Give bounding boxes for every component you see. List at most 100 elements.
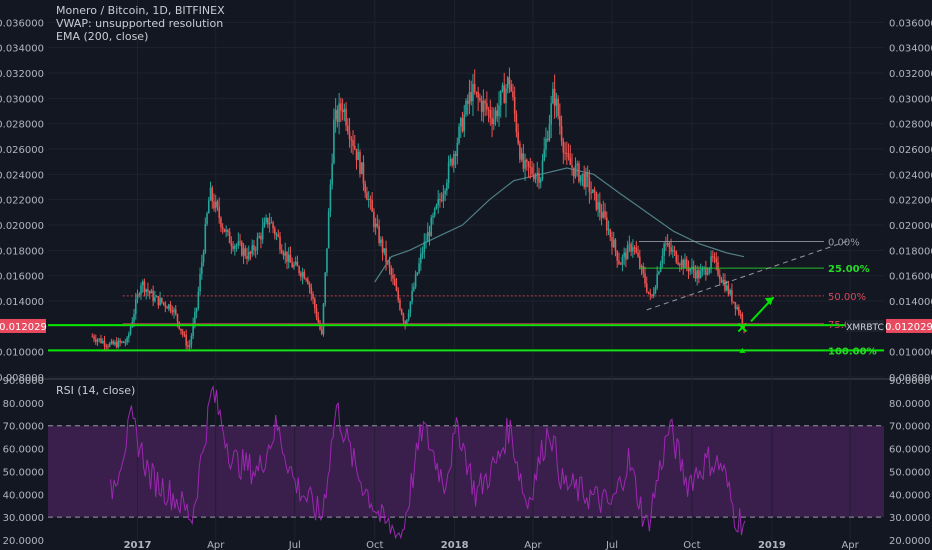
candle-body [715, 258, 718, 262]
candle-body [498, 105, 500, 117]
candle-body [101, 341, 104, 343]
candle-body [159, 297, 161, 306]
candle-body [698, 270, 700, 279]
rsi-band [48, 425, 884, 518]
candle-body [400, 309, 403, 315]
candle-body [404, 320, 406, 326]
candle-body [501, 85, 504, 91]
candle-body [524, 159, 526, 169]
candle-body [663, 243, 665, 256]
rsi-tick-label-right: 20.0000 [889, 536, 930, 547]
candle-body [329, 184, 332, 212]
candle-body [446, 182, 448, 191]
candle-body [566, 152, 568, 154]
candle-body [388, 261, 391, 268]
candle-body [209, 187, 212, 201]
candle-body [282, 253, 285, 256]
candle-body [96, 339, 99, 342]
candle-body [253, 245, 255, 251]
y-tick-label-left: 0.036000 [0, 18, 44, 29]
ema-200-line [374, 167, 745, 283]
ema-line [374, 167, 745, 283]
candle-body [188, 344, 191, 347]
candle-body [470, 91, 473, 102]
candle-body [333, 119, 335, 164]
candle-body [313, 298, 316, 309]
candle-body [680, 259, 683, 266]
candle-body [675, 251, 678, 263]
candle-body [305, 278, 307, 280]
candle-body [201, 262, 203, 274]
candle-body [522, 153, 525, 169]
vwap-label[interactable]: VWAP: unsupported resolution [56, 17, 224, 30]
candle-body [642, 266, 645, 274]
candle-body [287, 254, 290, 262]
candle-body [143, 281, 146, 293]
candle-body [162, 302, 165, 304]
candle-body [632, 247, 634, 252]
candle-body [234, 245, 236, 249]
rsi-tick-label-left: 20.0000 [3, 536, 44, 547]
candle-body [136, 294, 139, 300]
candle-body [738, 307, 740, 315]
candle-body [621, 256, 624, 265]
candle-body [534, 175, 537, 180]
candle-body [286, 251, 288, 262]
candle-body [350, 139, 353, 141]
candle-body [421, 252, 424, 254]
fib-level-label: 50.00% [828, 292, 866, 303]
candle-body [612, 239, 615, 248]
candle-body [150, 290, 153, 294]
candle-body [362, 162, 365, 184]
candle-body [244, 248, 247, 256]
candle-body [541, 160, 544, 179]
candle-body [393, 278, 396, 286]
candle-body [103, 341, 106, 347]
candle-body [678, 264, 681, 266]
candle-body [595, 191, 598, 210]
last-price-left: 0.012029 [0, 322, 47, 333]
price-candles [91, 67, 745, 352]
candle-body [134, 299, 137, 315]
ema-label[interactable]: EMA (200, close) [56, 30, 149, 43]
candle-body [491, 117, 493, 125]
rsi-tick-label-right: 70.0000 [889, 422, 930, 433]
candle-body [218, 207, 220, 218]
candle-body [597, 202, 599, 210]
candle-body [475, 91, 478, 93]
candle-body [593, 189, 596, 192]
candle-body [665, 243, 667, 245]
candle-body [294, 261, 297, 265]
candle-body [117, 340, 120, 348]
rsi-label[interactable]: RSI (14, close) [56, 384, 136, 397]
candle-body [586, 172, 589, 178]
candle-body [119, 340, 121, 343]
candle-body [560, 126, 563, 142]
candle-body [461, 118, 464, 132]
candle-body [459, 118, 462, 127]
candle-body [517, 132, 519, 144]
candle-body [145, 289, 147, 293]
candle-body [247, 252, 250, 259]
candle-body [644, 273, 646, 284]
candle-body [505, 88, 507, 104]
x-tick-label: Apr [524, 540, 542, 550]
candle-body [630, 244, 632, 252]
candle-body [326, 248, 328, 273]
candle-body [628, 244, 631, 246]
candle-body [553, 88, 556, 106]
y-tick-label-right: 0.014000 [889, 297, 932, 308]
candle-body [392, 274, 394, 279]
candle-body [385, 248, 387, 263]
candle-body [207, 200, 210, 214]
x-tick-label: 2017 [124, 540, 152, 550]
candle-body [552, 88, 554, 104]
candle-body [685, 259, 688, 267]
candle-body [527, 161, 530, 167]
candle-body [275, 234, 278, 236]
y-tick-label-left: 0.022000 [0, 196, 44, 207]
candle-body [195, 307, 198, 312]
candle-body [364, 183, 366, 193]
symbol-title[interactable]: Monero / Bitcoin, 1D, BITFINEX [56, 4, 225, 17]
